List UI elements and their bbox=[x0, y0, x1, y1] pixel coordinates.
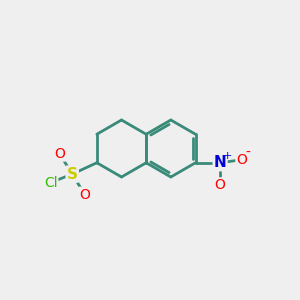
Text: S: S bbox=[67, 167, 78, 182]
Text: -: - bbox=[246, 146, 251, 160]
Text: O: O bbox=[236, 153, 247, 167]
Text: O: O bbox=[215, 178, 226, 192]
Text: Cl: Cl bbox=[44, 176, 57, 190]
Text: +: + bbox=[222, 151, 232, 161]
Text: O: O bbox=[80, 188, 90, 202]
Text: O: O bbox=[54, 147, 65, 161]
Text: N: N bbox=[214, 155, 226, 170]
